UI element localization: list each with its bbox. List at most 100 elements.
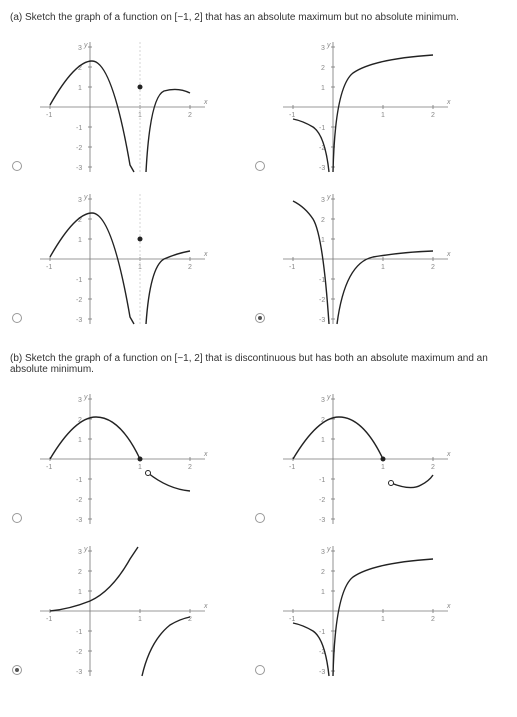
svg-text:-3: -3 <box>319 165 325 172</box>
part-b-prefix: (b) Sketch the graph of a function on <box>10 353 175 364</box>
radio-b1[interactable] <box>12 513 22 523</box>
svg-text:-3: -3 <box>76 517 82 524</box>
svg-text:1: 1 <box>321 237 325 244</box>
svg-text:-1: -1 <box>319 125 325 132</box>
radio-b3[interactable] <box>12 665 22 675</box>
part-a-option-2: x y -1 1 2 1 2 3 -1 -2 -3 <box>273 37 488 177</box>
svg-text:y: y <box>326 394 331 401</box>
graph-a1: x y -1 1 2 1 2 3 -1 -2 -3 <box>30 37 210 177</box>
radio-b2[interactable] <box>255 513 265 523</box>
svg-text:-2: -2 <box>76 649 82 656</box>
svg-text:3: 3 <box>321 397 325 404</box>
svg-text:2: 2 <box>321 65 325 72</box>
svg-text:x: x <box>446 251 451 258</box>
svg-text:-3: -3 <box>319 669 325 676</box>
svg-text:2: 2 <box>431 112 435 119</box>
svg-text:1: 1 <box>381 264 385 271</box>
svg-text:x: x <box>203 603 208 610</box>
radio-a3[interactable] <box>12 313 22 323</box>
svg-text:-1: -1 <box>76 629 82 636</box>
svg-text:-1: -1 <box>319 629 325 636</box>
part-a-option-3: x y -1 1 2 1 2 3 -1 -2 -3 <box>30 189 245 329</box>
svg-text:1: 1 <box>381 464 385 471</box>
svg-text:-3: -3 <box>76 317 82 324</box>
svg-text:2: 2 <box>321 217 325 224</box>
svg-text:1: 1 <box>78 237 82 244</box>
part-a-option-1: x y -1 1 2 1 2 3 -1 -2 -3 <box>30 37 245 177</box>
svg-text:2: 2 <box>188 464 192 471</box>
radio-b4[interactable] <box>255 665 265 675</box>
svg-text:1: 1 <box>138 616 142 623</box>
svg-text:-1: -1 <box>76 477 82 484</box>
part-b-interval: [−1, 2] <box>175 353 203 364</box>
svg-text:-3: -3 <box>319 517 325 524</box>
graph-b3: x y -1 1 2 1 2 3 -1 -2 -3 <box>30 541 210 681</box>
svg-text:-1: -1 <box>76 277 82 284</box>
svg-text:1: 1 <box>321 437 325 444</box>
part-a-interval: [−1, 2] <box>175 12 203 23</box>
svg-text:2: 2 <box>188 112 192 119</box>
svg-text:2: 2 <box>431 616 435 623</box>
svg-text:3: 3 <box>321 45 325 52</box>
svg-text:-1: -1 <box>289 616 295 623</box>
svg-text:1: 1 <box>321 85 325 92</box>
svg-text:-1: -1 <box>289 264 295 271</box>
svg-text:-1: -1 <box>319 277 325 284</box>
part-b-option-3: x y -1 1 2 1 2 3 -1 -2 -3 <box>30 541 245 681</box>
part-a-prompt: (a) Sketch the graph of a function on [−… <box>10 12 507 23</box>
svg-text:2: 2 <box>188 264 192 271</box>
svg-text:2: 2 <box>431 464 435 471</box>
svg-text:x: x <box>203 451 208 458</box>
radio-a2[interactable] <box>255 161 265 171</box>
svg-text:-1: -1 <box>319 477 325 484</box>
svg-text:y: y <box>83 194 88 201</box>
graph-b2: x y -1 1 2 1 2 3 -1 -2 -3 <box>273 389 453 529</box>
part-b-prompt: (b) Sketch the graph of a function on [−… <box>10 353 507 375</box>
part-a-prefix: (a) Sketch the graph of a function on <box>10 12 175 23</box>
svg-text:2: 2 <box>321 569 325 576</box>
graph-b4: x y -1 1 2 1 2 3 -1 -2 -3 <box>273 541 453 681</box>
svg-text:x: x <box>446 451 451 458</box>
svg-text:-1: -1 <box>76 125 82 132</box>
svg-text:-3: -3 <box>319 317 325 324</box>
svg-text:-3: -3 <box>76 165 82 172</box>
svg-text:-2: -2 <box>76 497 82 504</box>
part-b-option-1: x y -1 1 2 1 2 3 -1 -2 -3 <box>30 389 245 529</box>
radio-a4[interactable] <box>255 313 265 323</box>
svg-text:x: x <box>203 99 208 106</box>
graph-b1: x y -1 1 2 1 2 3 -1 -2 -3 <box>30 389 210 529</box>
svg-text:y: y <box>326 42 331 49</box>
svg-text:1: 1 <box>78 437 82 444</box>
svg-text:-2: -2 <box>319 297 325 304</box>
graph-a2: x y -1 1 2 1 2 3 -1 -2 -3 <box>273 37 453 177</box>
svg-text:y: y <box>326 546 331 553</box>
svg-text:3: 3 <box>78 549 82 556</box>
svg-text:-2: -2 <box>319 497 325 504</box>
svg-text:3: 3 <box>78 45 82 52</box>
svg-text:-1: -1 <box>46 616 52 623</box>
svg-text:1: 1 <box>381 616 385 623</box>
svg-text:x: x <box>203 251 208 258</box>
part-a-suffix: that has an absolute maximum but no abso… <box>203 12 459 23</box>
svg-text:-2: -2 <box>76 145 82 152</box>
part-b-option-2: x y -1 1 2 1 2 3 -1 -2 -3 <box>273 389 488 529</box>
svg-text:1: 1 <box>138 464 142 471</box>
svg-text:1: 1 <box>78 589 82 596</box>
svg-text:x: x <box>446 603 451 610</box>
svg-text:-1: -1 <box>289 464 295 471</box>
graph-a4: x y -1 1 2 1 2 3 -1 -2 -3 <box>273 189 453 329</box>
svg-text:-2: -2 <box>76 297 82 304</box>
svg-text:y: y <box>83 546 88 553</box>
svg-text:3: 3 <box>78 197 82 204</box>
part-b-option-4: x y -1 1 2 1 2 3 -1 -2 -3 <box>273 541 488 681</box>
svg-text:3: 3 <box>321 197 325 204</box>
graph-a3: x y -1 1 2 1 2 3 -1 -2 -3 <box>30 189 210 329</box>
radio-a1[interactable] <box>12 161 22 171</box>
svg-text:x: x <box>446 99 451 106</box>
svg-text:-1: -1 <box>46 112 52 119</box>
svg-text:y: y <box>326 194 331 201</box>
svg-text:-1: -1 <box>46 264 52 271</box>
svg-text:-3: -3 <box>76 669 82 676</box>
svg-text:1: 1 <box>321 589 325 596</box>
svg-text:3: 3 <box>321 549 325 556</box>
